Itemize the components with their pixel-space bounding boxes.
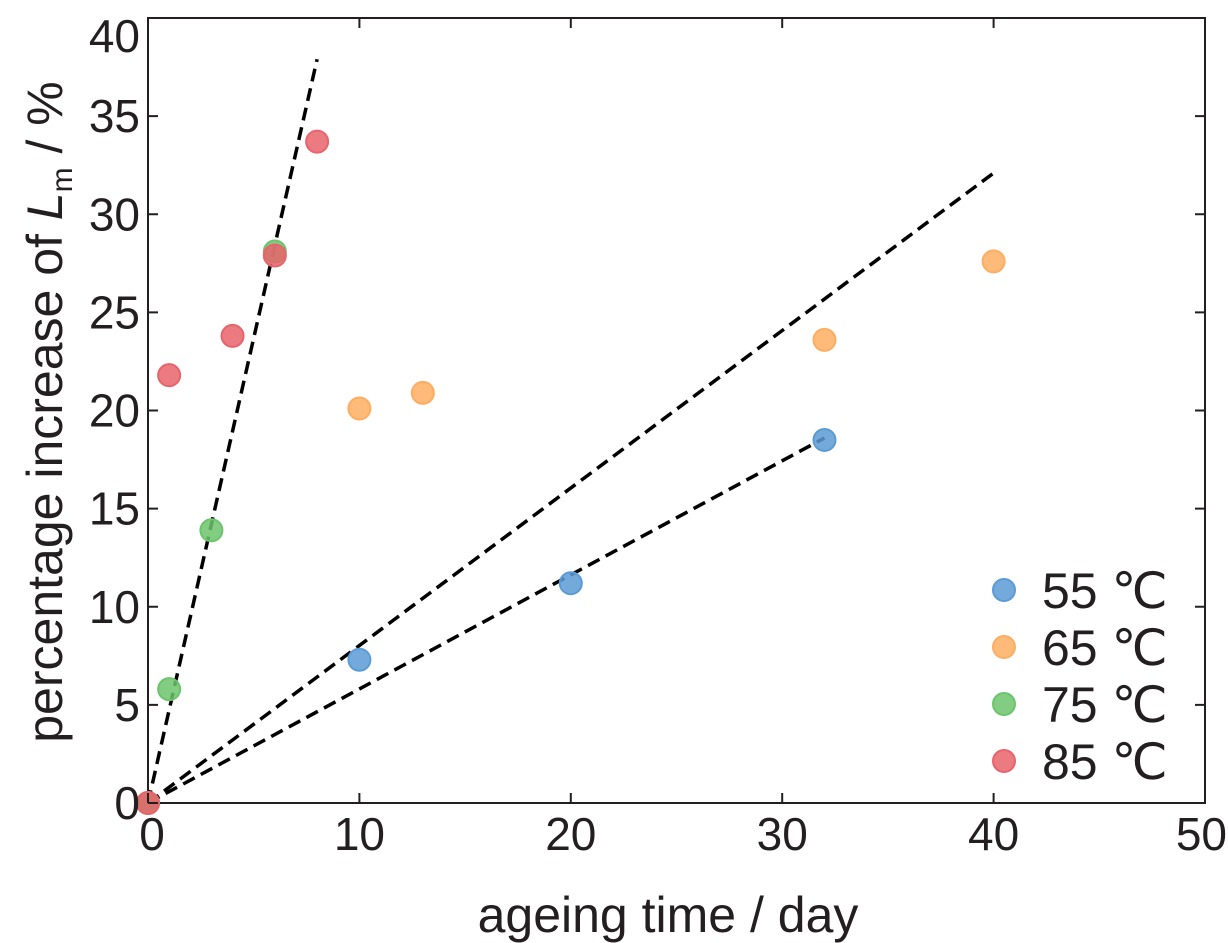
- fit-line: [146, 58, 319, 804]
- fit-line: [146, 171, 995, 805]
- data-point: [199, 518, 224, 543]
- data-points: [136, 129, 1006, 815]
- y-tick-label: 10: [89, 581, 140, 633]
- fit-lines: [146, 58, 995, 805]
- x-tick-label: 30: [757, 808, 808, 860]
- legend-label: 55 ℃: [1042, 563, 1168, 619]
- x-tick-label: 0: [139, 808, 165, 860]
- data-point: [347, 396, 372, 421]
- y-tick-label: 40: [89, 10, 140, 62]
- legend: 55 ℃65 ℃75 ℃85 ℃: [992, 563, 1168, 790]
- y-axis-title-suffix: / %: [17, 81, 73, 167]
- y-tick-label: 25: [89, 286, 140, 338]
- x-tick-label: 10: [334, 808, 385, 860]
- data-point: [981, 249, 1006, 274]
- y-tick-label: 20: [89, 385, 140, 437]
- axis-ticks: [147, 17, 1206, 804]
- y-tick-label: 30: [89, 188, 140, 240]
- data-point: [558, 571, 583, 596]
- data-point: [812, 327, 837, 352]
- data-point: [220, 323, 245, 348]
- legend-label: 75 ℃: [1042, 677, 1168, 733]
- y-tick-label: 35: [89, 90, 140, 142]
- data-point: [347, 647, 372, 672]
- y-axis-title: percentage increase of Lm / %: [17, 81, 79, 743]
- legend-marker: [992, 635, 1016, 659]
- tick-labels: 0 10 20 30 40 50 0 5 10 15 20 25 30 35 40: [89, 10, 1227, 860]
- legend-marker: [992, 749, 1016, 773]
- legend-marker: [992, 578, 1016, 602]
- data-point: [305, 129, 330, 154]
- x-tick-label: 50: [1176, 808, 1227, 860]
- data-point: [157, 363, 182, 388]
- y-tick-label: 0: [114, 777, 140, 829]
- x-tick-label: 20: [545, 808, 596, 860]
- legend-marker: [992, 692, 1016, 716]
- data-point: [157, 677, 182, 702]
- x-axis-title: ageing time / day: [478, 887, 859, 943]
- y-axis-title-prefix: percentage increase of: [17, 220, 73, 743]
- data-point: [410, 380, 435, 405]
- y-axis-title-symbol: L: [17, 192, 73, 220]
- y-tick-label: 15: [89, 483, 140, 535]
- data-point: [262, 243, 287, 268]
- data-point: [812, 427, 837, 452]
- legend-label: 85 ℃: [1042, 734, 1168, 790]
- y-tick-label: 5: [114, 679, 140, 731]
- y-axis-title-subscript: m: [46, 167, 79, 192]
- x-tick-label: 40: [968, 808, 1019, 860]
- legend-label: 65 ℃: [1042, 620, 1168, 676]
- fit-line: [147, 436, 826, 805]
